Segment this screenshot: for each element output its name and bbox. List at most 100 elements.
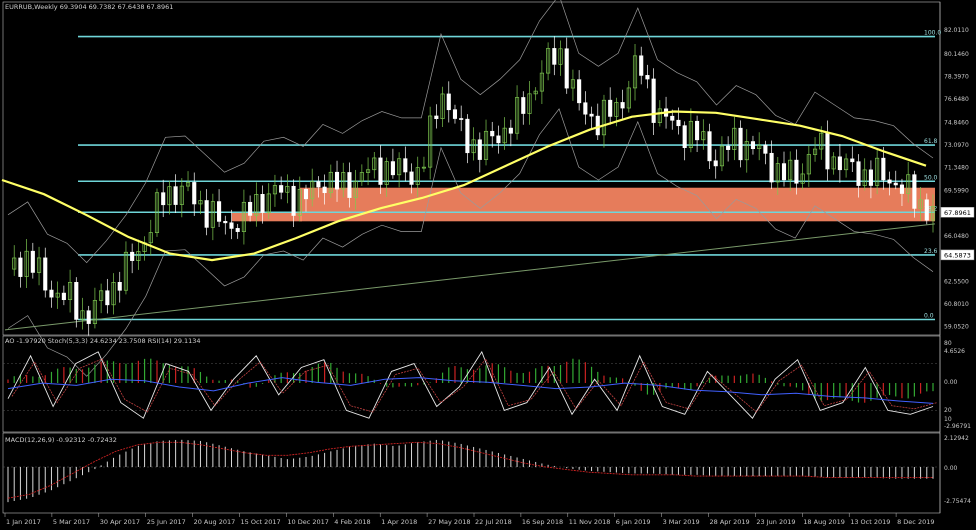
candle-body: [670, 115, 675, 121]
candle-body: [167, 186, 172, 206]
x-axis-label: 1 Jan 2017: [6, 518, 41, 526]
candle-body: [750, 141, 756, 150]
candle-body: [645, 75, 650, 80]
candle-body: [577, 79, 582, 104]
fib-level-label: 38.2: [924, 205, 938, 212]
candle-body: [179, 185, 184, 205]
trend-line: [4, 223, 936, 331]
candle-body: [291, 185, 296, 216]
candle-body: [347, 172, 352, 198]
candle-body: [30, 250, 35, 273]
candle-body: [154, 192, 160, 233]
candle-body: [415, 167, 420, 185]
x-axis-label: 4 Feb 2018: [334, 518, 370, 526]
fib-level-label: 61.8: [924, 138, 938, 145]
candle-body: [173, 186, 178, 205]
candle-body: [254, 194, 259, 216]
candle-body: [763, 144, 768, 154]
x-axis-label: 13 Oct 2019: [850, 518, 890, 526]
candle-body: [434, 115, 439, 120]
candle-body: [465, 118, 470, 154]
candle-body: [558, 48, 563, 65]
candle-body: [310, 181, 315, 200]
price-axis-label: 69.5990: [944, 187, 969, 194]
candle-body: [80, 310, 85, 320]
candle-body: [496, 135, 501, 144]
candle-body: [825, 132, 830, 170]
price-axis-label: 62.5500: [944, 278, 969, 285]
candle-body: [341, 172, 346, 190]
candle-body: [738, 127, 743, 161]
macd-signal-line: [7, 441, 933, 499]
indicator-axis-label: 20: [944, 407, 952, 414]
candle-body: [794, 159, 799, 184]
candle-body: [918, 199, 923, 209]
candle-body: [440, 93, 445, 120]
price-axis-label: 71.3480: [944, 165, 969, 172]
x-axis-label: 8 Dec 2019: [897, 518, 934, 526]
x-axis-label: 16 Sep 2018: [522, 518, 563, 526]
x-axis-label: 1 Apr 2018: [381, 518, 417, 526]
fib-price-label: 64.5873: [944, 251, 971, 259]
candle-body: [390, 161, 395, 176]
stoch-main-line: [7, 350, 934, 419]
candle-body: [527, 93, 532, 114]
candle-body: [223, 221, 228, 224]
candle-body: [210, 201, 215, 228]
candle-body: [781, 163, 787, 181]
candle-body: [204, 200, 209, 228]
price-axis-label: 74.8460: [944, 120, 969, 127]
candle-body: [55, 292, 60, 298]
candle-body: [477, 139, 482, 160]
x-axis-label: 25 Jun 2017: [147, 518, 186, 526]
candle-body: [533, 90, 538, 95]
candle-body: [775, 163, 780, 183]
candle-body: [279, 185, 284, 193]
current-price-label: 67.8961: [944, 209, 971, 217]
candle-body: [719, 145, 724, 167]
candle-body: [620, 102, 625, 109]
candle-body: [235, 228, 240, 232]
candle-body: [198, 200, 203, 205]
candle-body: [800, 173, 805, 184]
candle-body: [105, 290, 110, 306]
candle-body: [564, 48, 569, 89]
candle-body: [36, 257, 42, 273]
candle-body: [99, 290, 104, 301]
main-header: EURRUB,Weekly 69.3904 69.7382 67.6438 67…: [5, 3, 173, 11]
candle-body: [701, 131, 706, 141]
candle-body: [639, 55, 644, 76]
price-axis-label: 78.3970: [944, 74, 969, 81]
moving-average-line: [1, 110, 927, 262]
candle-body: [515, 97, 520, 134]
price-axis-label: 59.0520: [944, 324, 969, 331]
candle-body: [359, 172, 364, 182]
candle-body: [471, 139, 476, 154]
price-axis-label: 66.0480: [944, 233, 969, 240]
candle-body: [788, 159, 793, 181]
candle-body: [248, 201, 253, 216]
candle-body: [12, 257, 17, 270]
candle-body: [74, 282, 79, 320]
candle-body: [552, 48, 557, 65]
x-axis-label: 27 May 2018: [428, 518, 470, 526]
candle-body: [521, 97, 526, 114]
price-axis-label: 82.0110: [944, 27, 969, 34]
candle-body: [24, 250, 29, 277]
candle-body: [111, 282, 116, 306]
fib-level-label: 100.0: [924, 30, 941, 37]
candle-body: [707, 131, 712, 162]
candle-body: [881, 157, 886, 181]
candle-body: [601, 99, 607, 136]
candle-body: [651, 78, 656, 123]
x-axis-label: 22 Jul 2018: [475, 518, 512, 526]
candle-body: [428, 115, 433, 168]
candle-body: [316, 181, 321, 188]
candle-body: [875, 157, 880, 186]
price-axis-label: 80.1460: [944, 51, 969, 58]
candle-body: [806, 154, 811, 175]
candle-body: [695, 120, 700, 141]
candle-body: [446, 93, 451, 111]
candle-body: [49, 289, 54, 298]
candle-body: [570, 79, 575, 89]
